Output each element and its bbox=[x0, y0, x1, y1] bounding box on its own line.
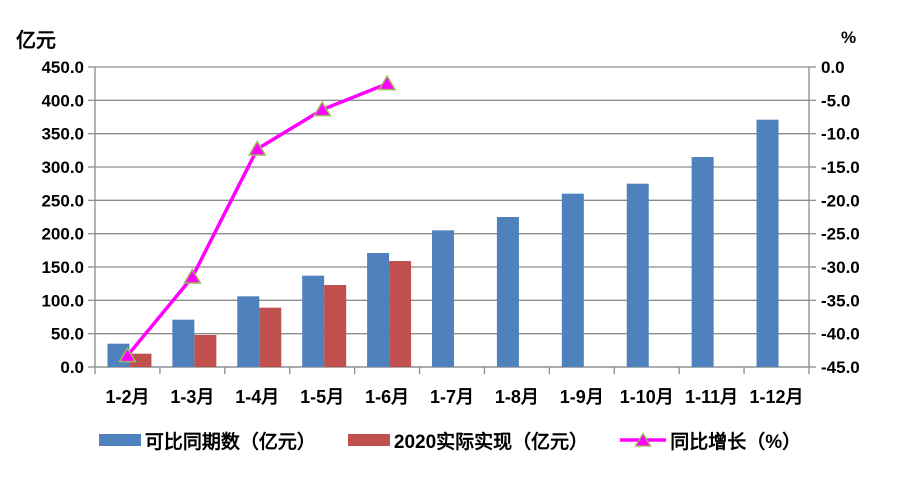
bar-comparable-period bbox=[496, 217, 519, 367]
bar-2020-actual bbox=[259, 307, 282, 367]
bar-2020-actual bbox=[129, 353, 152, 367]
bar-comparable-period bbox=[756, 119, 779, 368]
growth-marker-triangle bbox=[183, 268, 202, 284]
y-tick-label-left: 200.0 bbox=[41, 225, 84, 244]
legend-swatch-red bbox=[347, 434, 390, 446]
growth-marker-triangle bbox=[377, 74, 397, 91]
growth-marker-triangle bbox=[247, 140, 267, 156]
legend-swatch-blue bbox=[98, 434, 141, 446]
y-tick-label-right: -35.0 bbox=[821, 291, 860, 310]
y-tick-label-left: 100.0 bbox=[41, 291, 84, 310]
y-tick-label-left: 400.0 bbox=[41, 91, 84, 110]
x-tick-label: 1-4月 bbox=[235, 387, 279, 407]
x-tick-label: 1-6月 bbox=[365, 387, 409, 407]
legend-label-2020-actual: 2020实际实现（亿元） bbox=[393, 431, 589, 453]
legend-item-2020-actual: 2020实际实现（亿元） bbox=[347, 427, 589, 454]
legend-label-comparable-period: 可比同期数（亿元） bbox=[144, 431, 316, 453]
y-tick-label-left: 50.0 bbox=[51, 325, 84, 344]
legend-item-yoy-growth: 同比增长（%） bbox=[620, 427, 801, 454]
growth-marker-triangle bbox=[118, 346, 137, 363]
y-tick-label-left: 250.0 bbox=[41, 191, 84, 210]
y-tick-label-right: -45.0 bbox=[821, 358, 860, 377]
x-tick-label: 1-9月 bbox=[560, 387, 604, 407]
bar-2020-actual bbox=[389, 261, 412, 367]
bar-comparable-period bbox=[626, 183, 649, 367]
bar-comparable-period bbox=[691, 157, 714, 367]
y-tick-label-left: 150.0 bbox=[41, 258, 84, 277]
growth-marker-triangle bbox=[312, 100, 332, 117]
y-tick-label-left: 300.0 bbox=[41, 158, 84, 177]
y-tick-label-left: 0.0 bbox=[60, 358, 84, 377]
bar-comparable-period bbox=[432, 230, 454, 367]
x-tick-label: 1-5月 bbox=[300, 387, 344, 407]
y-tick-label-left: 350.0 bbox=[41, 125, 84, 144]
bar-comparable-period bbox=[561, 193, 584, 367]
bar-comparable-period bbox=[302, 275, 325, 367]
bar-comparable-period bbox=[237, 296, 260, 367]
bar-2020-actual bbox=[324, 285, 347, 367]
x-tick-label: 1-8月 bbox=[495, 387, 539, 407]
y-tick-label-right: -10.0 bbox=[821, 125, 860, 144]
y-tick-label-right: -40.0 bbox=[821, 325, 860, 344]
x-tick-label: 1-10月 bbox=[620, 387, 674, 407]
legend-triangle-icon bbox=[634, 432, 652, 447]
x-tick-label: 1-7月 bbox=[430, 387, 474, 407]
y-tick-label-right: 0.0 bbox=[821, 58, 845, 77]
bar-comparable-period bbox=[367, 253, 390, 367]
legend-line-triangle-marker bbox=[620, 432, 667, 447]
left-axis-title: 亿元 bbox=[16, 30, 56, 52]
y-tick-label-right: -20.0 bbox=[821, 191, 860, 210]
legend-item-comparable-period: 可比同期数（亿元） bbox=[98, 427, 316, 454]
bar-comparable-period bbox=[172, 319, 195, 367]
y-tick-label-right: -15.0 bbox=[821, 158, 860, 177]
legend: 可比同期数（亿元） 2020实际实现（亿元） 同比增长（%） bbox=[0, 424, 900, 456]
right-axis-title: % bbox=[841, 28, 857, 47]
legend-label-yoy-growth: 同比增长（%） bbox=[670, 431, 802, 453]
bar-2020-actual bbox=[194, 335, 217, 367]
x-tick-label: 1-3月 bbox=[170, 387, 214, 407]
y-tick-label-right: -25.0 bbox=[821, 225, 860, 244]
plot-area: 0.0 50.0 100.0 150.0 200.0 250.0 300.0 350.0 400… bbox=[41, 58, 860, 407]
y-tick-label-right: -5.0 bbox=[821, 91, 850, 110]
y-tick-label-left: 450.0 bbox=[41, 58, 84, 77]
x-tick-label: 1-11月 bbox=[685, 387, 738, 407]
x-tick-label: 1-2月 bbox=[105, 387, 149, 407]
x-tick-label: 1-12月 bbox=[750, 387, 804, 407]
y-tick-label-right: -30.0 bbox=[821, 258, 860, 277]
